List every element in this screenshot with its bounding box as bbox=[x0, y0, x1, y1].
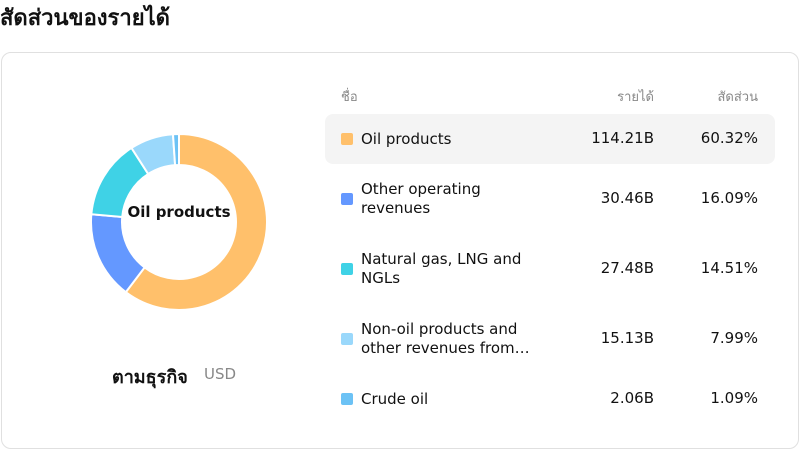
center-label: Oil products bbox=[127, 203, 231, 221]
unit: USD bbox=[204, 365, 237, 383]
revenue: 30.46B bbox=[600, 189, 654, 207]
category-name: Non-oil products and other revenues from… bbox=[361, 320, 530, 357]
donut-chart bbox=[90, 132, 268, 311]
category-name: Natural gas, LNG and NGLs bbox=[361, 250, 522, 287]
category-name: Other operating revenues bbox=[361, 180, 481, 217]
subtitle: ตามธุรกิจ bbox=[112, 367, 188, 388]
share: 60.32% bbox=[700, 129, 758, 147]
table-row[interactable]: Crude oil 2.06B 1.09% bbox=[325, 374, 775, 424]
share: 7.99% bbox=[710, 329, 758, 347]
share: 14.51% bbox=[700, 259, 758, 277]
column-header: รายได้ bbox=[617, 90, 654, 105]
legend-swatch bbox=[341, 263, 353, 275]
column-header: สัดส่วน bbox=[717, 90, 759, 105]
donut-slice[interactable] bbox=[124, 132, 268, 311]
card bbox=[1, 52, 799, 449]
share: 16.09% bbox=[700, 189, 758, 207]
title: สัดส่วนของรายได้ bbox=[0, 6, 170, 31]
share: 1.09% bbox=[710, 389, 758, 407]
legend-swatch bbox=[341, 393, 353, 405]
table-row[interactable]: Natural gas, LNG and NGLs 27.48B 14.51% bbox=[325, 244, 775, 294]
revenue: 27.48B bbox=[600, 259, 654, 277]
table-row[interactable]: Other operating revenues 30.46B 16.09% bbox=[325, 174, 775, 224]
legend-swatch bbox=[341, 333, 353, 345]
donut-slice[interactable] bbox=[171, 132, 180, 167]
legend-swatch bbox=[341, 133, 353, 145]
revenue: 15.13B bbox=[600, 329, 654, 347]
column-header: ชื่อ bbox=[341, 90, 358, 105]
table-row[interactable]: Non-oil products and other revenues from… bbox=[325, 314, 775, 364]
revenue: 114.21B bbox=[591, 129, 654, 147]
table-row[interactable]: Oil products 114.21B 60.32% bbox=[325, 114, 775, 164]
revenue: 2.06B bbox=[610, 389, 654, 407]
legend-swatch bbox=[341, 193, 353, 205]
category-name: Crude oil bbox=[361, 389, 429, 408]
category-name: Oil products bbox=[361, 129, 452, 148]
